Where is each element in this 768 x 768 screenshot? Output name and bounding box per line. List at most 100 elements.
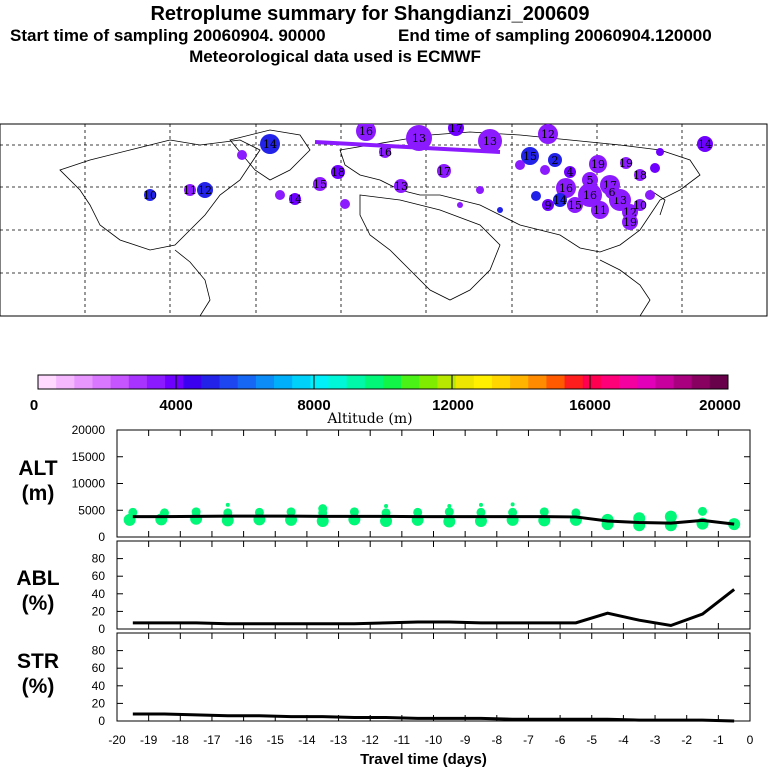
x-tick-label: -11 <box>394 733 411 747</box>
colorbar-swatch <box>183 375 202 389</box>
map-marker <box>548 153 562 167</box>
y-axis-unit: (m) <box>22 482 55 505</box>
scatter-point <box>384 503 389 508</box>
map-marker <box>622 214 638 230</box>
x-tick-label: -20 <box>108 733 126 747</box>
map-marker-label: 13 <box>483 135 497 148</box>
y-axis-label: STR <box>17 650 59 673</box>
map-marker <box>542 199 554 211</box>
map-marker-label: 18 <box>633 169 647 182</box>
map-marker <box>478 129 502 153</box>
map-marker-label: 12 <box>541 128 555 141</box>
map-marker <box>340 199 350 209</box>
map-marker <box>650 163 660 173</box>
map-marker <box>589 155 607 173</box>
scatter-point <box>318 504 328 514</box>
y-axis-unit: (%) <box>22 592 55 615</box>
map-marker-label: 17 <box>449 122 463 135</box>
colorbar-swatch <box>74 375 93 389</box>
map-marker-label: 13 <box>412 132 426 145</box>
start-time-label: Start time of sampling 20060904. 90000 <box>10 26 326 45</box>
scatter-point <box>380 514 393 527</box>
x-tick-label: 0 <box>747 733 754 747</box>
map-marker <box>457 202 463 208</box>
scatter-point <box>447 503 452 508</box>
scatter-point <box>413 507 423 517</box>
map-marker <box>620 157 632 169</box>
map-marker <box>379 146 391 158</box>
map-marker <box>406 125 432 151</box>
x-tick-label: -6 <box>555 733 566 747</box>
colorbar-swatch <box>255 375 275 389</box>
y-tick-label: 20 <box>92 604 106 618</box>
colorbar-swatch <box>655 375 675 389</box>
map-marker-label: 19 <box>619 157 633 170</box>
colorbar-swatch <box>673 375 693 389</box>
colorbar-swatch <box>165 375 184 389</box>
met-data-label: Meteorological data used is ECMWF <box>189 47 481 66</box>
trajectory-band <box>314 140 501 154</box>
panel-frame <box>116 429 751 538</box>
map-marker <box>564 166 576 178</box>
colorbar-swatch <box>383 375 402 389</box>
colorbar-swatch <box>510 375 529 389</box>
colorbar-tick-label: 4000 <box>159 397 192 414</box>
y-tick-label: 15000 <box>72 450 106 464</box>
map-marker <box>448 124 464 136</box>
x-tick-label: -3 <box>650 733 661 747</box>
y-tick-label: 0 <box>98 622 105 636</box>
x-tick-label: -5 <box>586 733 597 747</box>
scatter-point <box>349 507 359 517</box>
colorbar-swatch <box>219 375 239 389</box>
map-marker-label: 14 <box>553 194 567 207</box>
colorbar-swatch <box>691 375 711 389</box>
map-marker <box>531 191 541 201</box>
colorbar-swatch <box>310 375 330 389</box>
colorbar-swatch <box>237 375 257 389</box>
map-marker-label: 13 <box>394 180 408 193</box>
map-marker <box>394 179 408 193</box>
colorbar-swatch <box>546 375 566 389</box>
map-marker-label: 14 <box>698 138 712 151</box>
series-line-abl <box>132 588 736 628</box>
colorbar-swatch <box>146 375 166 389</box>
map-marker-label: 4 <box>567 166 574 179</box>
scatter-point <box>191 507 201 517</box>
map-marker-label: 16 <box>359 125 373 138</box>
colorbar-swatch <box>128 375 148 389</box>
x-tick-label: -15 <box>267 733 285 747</box>
y-tick-label: 0 <box>98 714 105 728</box>
x-tick-label: -13 <box>330 733 348 747</box>
map-marker <box>556 178 576 198</box>
colorbar-swatch <box>401 375 420 389</box>
map-marker <box>437 164 451 178</box>
x-tick-label: -14 <box>298 733 316 747</box>
x-tick-label: -16 <box>235 733 253 747</box>
map-marker-label: 10 <box>143 189 157 202</box>
panel-frame <box>116 540 751 630</box>
colorbar-swatch <box>582 375 602 389</box>
map-marker-label: 14 <box>263 138 277 151</box>
colorbar-swatch <box>92 375 112 389</box>
map-marker-label: 19 <box>623 216 637 229</box>
x-tick-label: -1 <box>713 733 724 747</box>
map-marker <box>553 193 567 207</box>
map-marker-label: 15 <box>523 150 537 163</box>
colorbar-frame <box>37 374 729 390</box>
scatter-point <box>698 506 708 516</box>
map-marker <box>197 182 213 198</box>
map-marker <box>605 185 619 199</box>
map-marker <box>237 150 247 160</box>
colorbar-swatch <box>201 375 221 389</box>
map-marker <box>591 201 609 219</box>
map-marker <box>656 148 664 156</box>
map-marker-label: 6 <box>609 186 616 199</box>
colorbar-tick-label: 0 <box>30 397 38 414</box>
colorbar-swatch <box>619 375 638 389</box>
y-axis-unit: (%) <box>22 675 55 698</box>
x-tick-label: -9 <box>460 733 471 747</box>
scatter-point <box>316 514 329 527</box>
panel-alt: 20000 15000 10000 5000 0 ALT(m) <box>18 423 751 544</box>
map-marker-label: 18 <box>331 166 345 179</box>
